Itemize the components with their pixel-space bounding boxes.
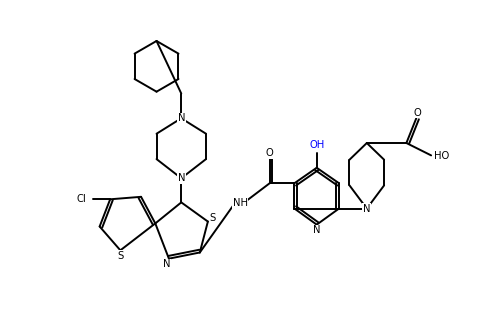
Text: O: O bbox=[412, 108, 420, 118]
Text: N: N bbox=[177, 173, 184, 183]
Text: HO: HO bbox=[434, 151, 449, 161]
Text: N: N bbox=[312, 225, 320, 235]
Text: Cl: Cl bbox=[76, 194, 86, 204]
Text: OH: OH bbox=[308, 140, 324, 150]
Text: N: N bbox=[162, 259, 170, 269]
Text: S: S bbox=[118, 251, 124, 261]
Text: N: N bbox=[363, 203, 370, 214]
Text: O: O bbox=[265, 148, 273, 158]
Text: S: S bbox=[209, 213, 215, 223]
Text: N: N bbox=[177, 113, 184, 123]
Text: NH: NH bbox=[232, 198, 247, 208]
